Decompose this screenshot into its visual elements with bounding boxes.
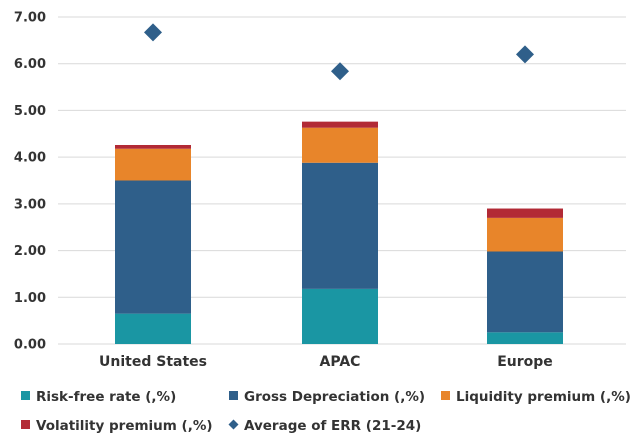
y-tick-label: 3.00 [14,197,46,212]
legend-item-3: Liquidity premium (,%) [441,389,631,405]
y-tick-label: 6.00 [14,57,46,72]
legend-label: Risk-free rate (,%) [36,389,176,405]
y-tick-label: 0.00 [14,338,46,353]
bar-segment-1-3 [487,332,563,344]
bar-segment-4-1 [115,144,191,149]
bar-segment-3-2 [302,127,378,163]
legend-label: Average of ERR (21-24) [244,418,421,434]
legend-item-2: Gross Depreciation (,%) [229,389,425,405]
x-category-label: APAC [320,354,361,370]
legend-swatch [21,391,30,400]
legend-label: Volatility premium (,%) [36,418,213,434]
legend-label: Liquidity premium (,%) [456,389,631,405]
y-tick-label: 7.00 [14,11,46,26]
legend-swatch [441,391,450,400]
legend: Risk-free rate (,%) Gross Depreciation (,… [21,389,631,434]
legend-marker-swatch [228,419,239,430]
y-tick-label: 4.00 [14,151,46,166]
x-category-label: United States [99,354,207,370]
legend-item-4: Volatility premium (,%) [21,418,213,434]
bar-segment-4-3 [487,208,563,218]
bar-segment-3-3 [487,217,563,252]
legend-swatch [21,420,30,429]
x-axis: United States APAC Europe [99,354,553,370]
average-marker-1 [144,23,162,42]
bar-segment-2-3 [487,251,563,333]
legend-label: Gross Depreciation (,%) [244,389,425,405]
legend-item-5: Average of ERR (21-24) [228,418,421,434]
bar-segment-1-2 [302,288,378,344]
average-marker-2 [331,62,349,81]
y-tick-label: 5.00 [14,104,46,119]
x-category-label: Europe [497,354,553,370]
bar-segment-2-1 [115,180,191,314]
y-tick-label: 2.00 [14,244,46,259]
bar-segment-4-2 [302,121,378,128]
y-axis: 0.00 1.00 2.00 3.00 4.00 5.00 6.00 7.00 [14,11,46,353]
bar-segment-3-1 [115,148,191,181]
average-marker-3 [516,45,534,64]
legend-swatch [229,391,238,400]
y-tick-label: 1.00 [14,291,46,306]
bars [115,121,563,344]
legend-item-1: Risk-free rate (,%) [21,389,176,405]
bar-segment-2-2 [302,162,378,289]
average-markers [144,23,534,81]
bar-segment-1-1 [115,313,191,344]
